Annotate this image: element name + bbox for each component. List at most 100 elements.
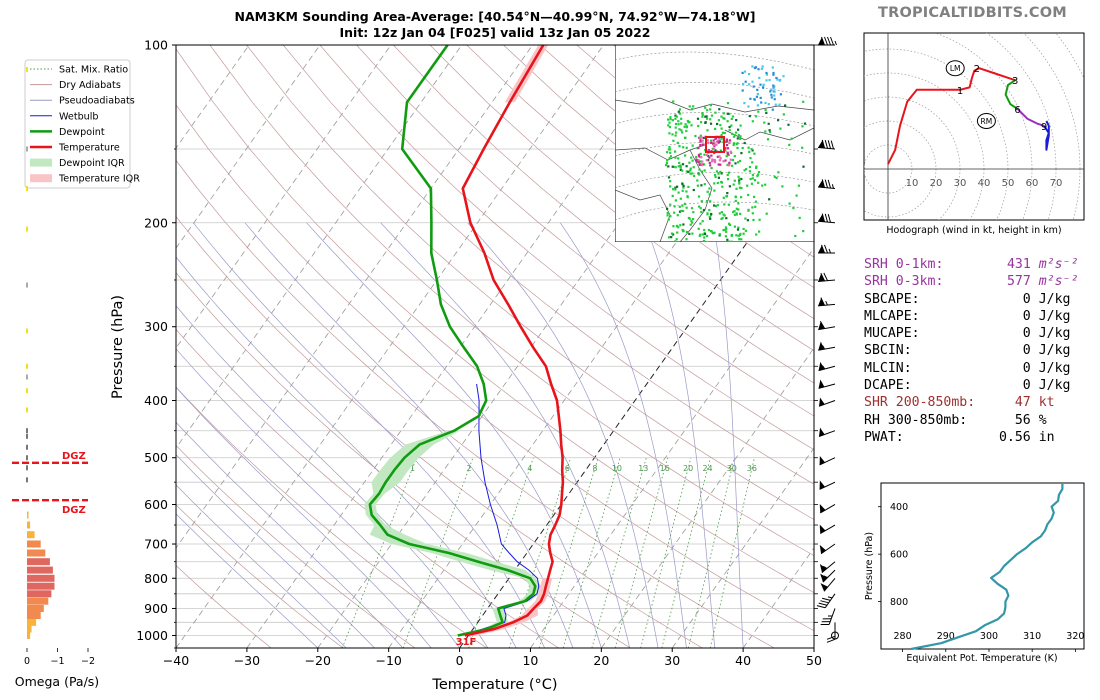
x-tick-label: −30 xyxy=(234,653,260,668)
radar-echo xyxy=(773,90,776,93)
radar-echo xyxy=(782,113,785,116)
radar-echo xyxy=(790,137,793,140)
radar-echo xyxy=(709,118,712,121)
radar-echo xyxy=(765,71,768,75)
storm-motion-label: LM xyxy=(950,64,961,73)
hodograph-trace xyxy=(1016,108,1045,127)
radar-echo xyxy=(771,66,774,69)
omega-bar xyxy=(26,66,28,72)
radar-echo xyxy=(723,203,726,206)
parameter-unit: J/kg xyxy=(1038,378,1071,394)
radar-echo xyxy=(718,155,721,158)
radar-echo xyxy=(748,73,751,76)
barb-full xyxy=(820,600,829,604)
parameter-value: 0.56 xyxy=(998,429,1031,445)
radar-echo xyxy=(726,120,729,123)
radar-echo xyxy=(707,228,710,232)
radar-echo xyxy=(756,104,759,107)
radar-echo xyxy=(760,101,763,104)
barb-full xyxy=(824,179,829,188)
radar-echo xyxy=(703,136,706,139)
radar-echo xyxy=(701,143,704,146)
radar-echo xyxy=(758,76,761,79)
y-tick-label: 600 xyxy=(144,497,168,512)
parameter-label: SRH 0-3km: xyxy=(864,274,944,290)
radar-echo xyxy=(779,93,782,96)
barb-staff xyxy=(819,457,836,466)
radar-echo xyxy=(717,139,720,142)
radar-echo xyxy=(724,159,727,162)
radar-echo xyxy=(747,209,750,212)
wind-barb xyxy=(819,455,836,466)
thetae-x-tick-label: 300 xyxy=(980,631,998,642)
radar-echo xyxy=(669,151,672,154)
wind-barb xyxy=(816,593,836,609)
hodograph-ring-label: 40 xyxy=(978,178,991,189)
radar-echo xyxy=(706,190,709,193)
radar-echo xyxy=(666,151,669,154)
parameter-row: RH 300-850mb: 56 % xyxy=(864,412,1084,429)
radar-echo xyxy=(708,187,711,190)
radar-echo xyxy=(683,202,686,205)
wind-barb xyxy=(820,569,836,583)
barb-staff xyxy=(820,504,836,514)
radar-echo xyxy=(678,145,681,148)
radar-echo xyxy=(667,118,670,121)
radar-echo xyxy=(706,213,709,216)
omega-bar xyxy=(27,625,32,633)
thetae-xlabel: Equivalent Pot. Temperature (K) xyxy=(906,653,1057,664)
dgz-label: DGZ xyxy=(62,451,86,462)
radar-echo xyxy=(728,128,731,132)
map-isobar xyxy=(615,82,814,99)
radar-echo xyxy=(757,171,761,174)
radar-echo xyxy=(719,163,722,166)
parameter-label: SHR 200-850mb: xyxy=(864,395,976,411)
radar-echo xyxy=(714,174,717,177)
mixing-ratio-label: 6 xyxy=(565,464,570,473)
radar-echo xyxy=(678,205,681,208)
parameter-row: MUCAPE: 0 J/kg xyxy=(864,325,1084,342)
radar-echo xyxy=(775,76,778,80)
radar-echo xyxy=(715,143,718,146)
wind-barb xyxy=(818,320,836,331)
omega-bar xyxy=(27,511,29,519)
radar-echo xyxy=(674,240,677,242)
radar-echo xyxy=(714,149,717,152)
radar-echo xyxy=(671,165,674,168)
barb-full xyxy=(824,244,828,254)
omega-bar xyxy=(27,597,49,605)
barb-full xyxy=(820,623,830,626)
barb-staff xyxy=(818,186,836,190)
radar-echo xyxy=(691,232,694,235)
barb-flag xyxy=(819,524,826,534)
radar-echo xyxy=(703,183,706,186)
radar-echo xyxy=(699,160,702,163)
radar-echo xyxy=(697,159,700,162)
radar-echo xyxy=(698,163,702,166)
dgz-label: DGZ xyxy=(62,505,86,516)
moist-adiabat xyxy=(713,222,744,648)
omega-bar xyxy=(27,590,52,598)
mixing-ratio-line xyxy=(468,457,534,648)
radar-echo xyxy=(677,165,680,168)
radar-echo xyxy=(726,140,729,143)
radar-echo xyxy=(703,163,706,166)
barb-full xyxy=(821,244,825,254)
isotherm-line xyxy=(246,45,675,648)
moist-adiabat xyxy=(176,454,375,648)
omega-bar xyxy=(27,566,53,574)
radar-echo xyxy=(718,234,721,237)
dry-adiabat xyxy=(176,328,559,648)
radar-echo xyxy=(734,134,737,137)
radar-echo xyxy=(678,210,682,213)
radar-echo xyxy=(788,202,791,205)
radar-echo xyxy=(723,131,726,135)
radar-echo xyxy=(674,156,677,159)
radar-echo xyxy=(788,143,791,146)
radar-echo xyxy=(677,191,680,194)
radar-echo xyxy=(751,177,754,180)
wind-barb xyxy=(819,480,836,490)
radar-echo xyxy=(711,232,714,235)
mixing-ratio-label: 24 xyxy=(702,464,712,473)
radar-echo xyxy=(679,166,682,169)
